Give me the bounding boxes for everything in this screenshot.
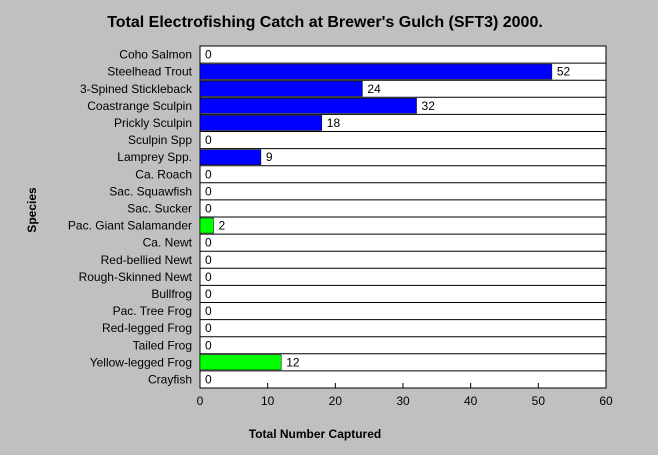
x-tick-label: 40 [464,394,478,408]
category-label: Ca. Roach [135,167,192,181]
data-label: 32 [422,99,436,113]
data-label: 9 [266,150,273,164]
data-label: 0 [205,201,212,215]
category-label: Bullfrog [151,287,192,301]
category-label: 3-Spined Stickleback [80,82,193,96]
data-label: 0 [205,338,212,352]
data-label: 52 [557,65,571,79]
x-axis-ticks: 0 10 20 30 40 50 60 [197,383,613,408]
data-label: 12 [286,355,300,369]
grid-layer [200,62,606,372]
bar [199,354,282,371]
x-tick-label: 30 [396,394,410,408]
category-label: Ca. Newt [143,236,193,250]
category-label: Tailed Frog [133,338,192,352]
data-label: 2 [219,219,226,233]
data-label: 0 [205,321,212,335]
data-label: 0 [205,184,212,198]
bar [199,149,262,165]
x-tick-label: 10 [261,394,275,408]
data-label: 0 [205,133,212,147]
bar [199,115,323,131]
data-label: 24 [367,82,381,96]
category-label: Sac. Squawfish [109,184,192,198]
x-axis-title: Total Number Captured [249,427,381,441]
category-label: Rough-Skinned Newt [79,270,193,284]
data-label: 0 [205,48,212,62]
data-label: 0 [205,270,212,284]
data-label: 18 [327,116,341,130]
category-label: Sac. Sucker [127,201,192,215]
category-label: Pac. Tree Frog [113,304,192,318]
bar [199,217,214,234]
category-label: Prickly Sculpin [114,116,192,130]
category-label: Crayfish [148,372,192,386]
data-label: 0 [205,372,212,386]
category-label: Steelhead Trout [107,65,192,79]
category-label: Sculpin Spp [128,133,192,147]
y-axis-title: Species [25,187,39,233]
x-tick-label: 0 [197,394,204,408]
category-labels: Coho Salmon Steelhead Trout 3-Spined Stick… [68,48,193,387]
category-label: Coastrange Sculpin [87,99,192,113]
bar [199,80,363,97]
chart-title: Total Electrofishing Catch at Brewer's G… [107,14,543,31]
data-label: 0 [205,287,212,301]
category-label: Coho Salmon [119,48,192,62]
x-tick-label: 50 [532,394,546,408]
category-label: Red-legged Frog [102,321,192,335]
bars-layer [199,63,553,371]
category-label: Yellow-legged Frog [90,355,192,369]
data-label: 0 [205,167,212,181]
category-label: Red-bellied Newt [101,253,193,267]
x-tick-label: 60 [599,394,613,408]
bar [199,63,553,80]
category-label: Lamprey Spp. [117,150,192,164]
x-tick-label: 20 [329,394,343,408]
bar [199,98,417,114]
data-label: 0 [205,304,212,318]
category-label: Pac. Giant Salamander [68,219,192,233]
data-label: 0 [205,236,212,250]
data-label: 0 [205,253,212,267]
